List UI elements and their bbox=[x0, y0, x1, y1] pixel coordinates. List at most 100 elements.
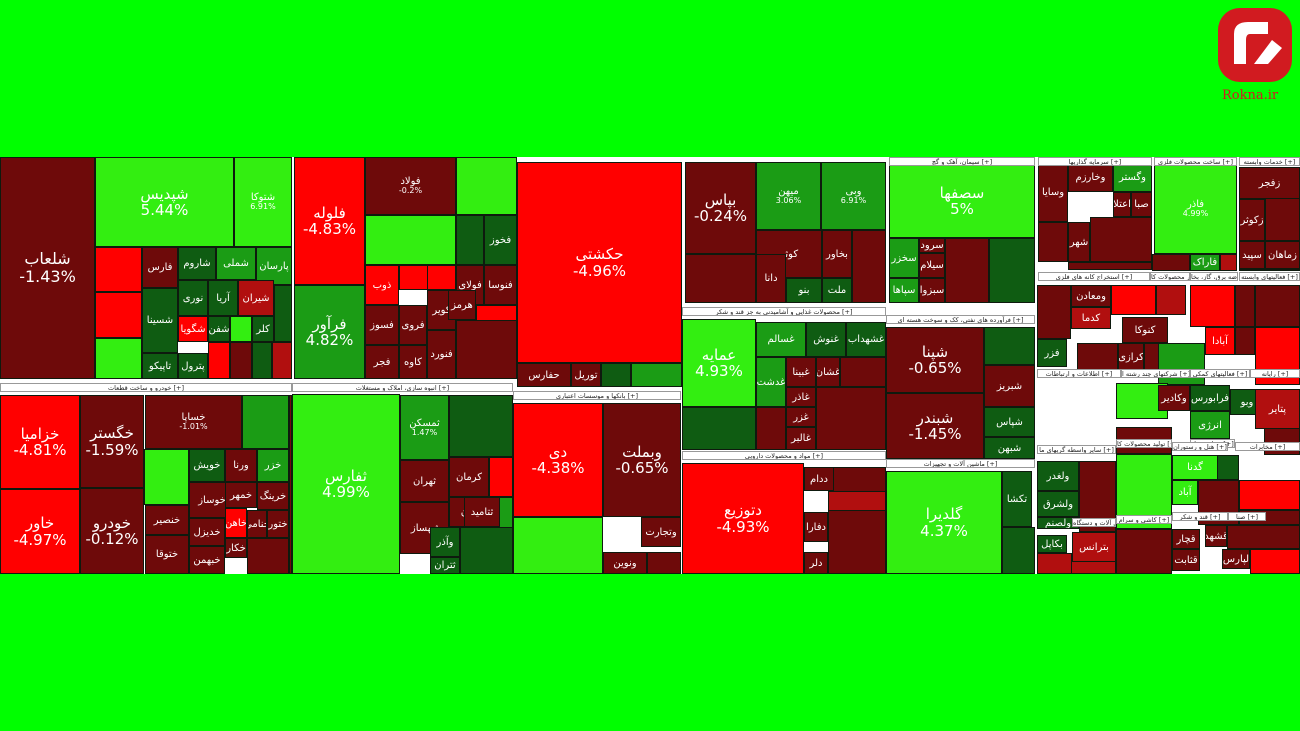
stock-tile[interactable]: ونوین bbox=[603, 552, 647, 574]
sector-header[interactable]: خودرو و ساخت قطعات [+] bbox=[0, 383, 292, 392]
stock-tile[interactable]: ثهران bbox=[400, 460, 449, 502]
stock-tile[interactable]: شفن bbox=[208, 316, 230, 342]
minor-stock-tile[interactable] bbox=[852, 230, 886, 303]
stock-tile[interactable]: فاذر 4.99% bbox=[1154, 164, 1237, 254]
minor-stock-tile[interactable] bbox=[460, 527, 513, 574]
stock-tile[interactable]: غالبر bbox=[786, 427, 816, 450]
stock-tile[interactable]: کنوکا bbox=[1122, 317, 1168, 343]
stock-tile[interactable]: فخوز bbox=[484, 215, 517, 265]
sector-header[interactable]: رایانه [+] bbox=[1250, 369, 1300, 378]
stock-tile[interactable]: پارسان bbox=[256, 247, 292, 285]
stock-tile[interactable]: قشهد bbox=[1205, 525, 1227, 547]
sector-header[interactable]: فعالیتهای کمکی [+] bbox=[1190, 369, 1250, 378]
stock-tile[interactable]: صبا bbox=[1131, 192, 1152, 217]
stock-tile[interactable]: سبزوا bbox=[919, 278, 945, 303]
stock-tile[interactable]: ثمسکن 1.47% bbox=[400, 395, 449, 460]
stock-tile[interactable]: بکاپل bbox=[1037, 535, 1067, 553]
stock-tile[interactable]: خنصیر bbox=[145, 505, 189, 535]
stock-tile[interactable]: زماهان bbox=[1265, 241, 1300, 269]
stock-tile[interactable]: غزر bbox=[786, 407, 816, 427]
minor-stock-tile[interactable] bbox=[1037, 553, 1072, 574]
stock-tile[interactable]: حفارس bbox=[517, 363, 571, 387]
sector-header[interactable]: ماشین آلات و تجهیزات [+] bbox=[886, 459, 1035, 468]
stock-tile[interactable]: لپارس bbox=[1222, 549, 1250, 569]
minor-stock-tile[interactable] bbox=[1239, 480, 1300, 510]
stock-tile[interactable]: گدنا bbox=[1172, 455, 1218, 480]
minor-stock-tile[interactable] bbox=[1038, 222, 1068, 262]
stock-tile[interactable]: شسینا bbox=[142, 288, 178, 353]
stock-tile[interactable]: تاپیکو bbox=[142, 353, 178, 379]
minor-stock-tile[interactable] bbox=[1220, 254, 1237, 271]
stock-tile[interactable]: زکوثر bbox=[1239, 199, 1265, 241]
sector-header[interactable]: سایر محصولات کا [+] bbox=[1150, 272, 1190, 281]
minor-stock-tile[interactable] bbox=[456, 320, 517, 379]
stock-tile[interactable]: خویش bbox=[189, 449, 225, 482]
stock-tile[interactable]: فولاد -0.2% bbox=[365, 157, 456, 215]
stock-tile[interactable]: غبینا bbox=[786, 357, 816, 387]
stock-tile[interactable]: تکشا bbox=[1002, 471, 1032, 527]
stock-tile[interactable]: سخزر bbox=[889, 238, 919, 278]
stock-tile[interactable]: خاهن bbox=[225, 508, 247, 538]
stock-tile[interactable]: فسوز bbox=[365, 305, 399, 345]
stock-tile[interactable]: بنو bbox=[786, 278, 822, 303]
minor-stock-tile[interactable] bbox=[95, 247, 142, 292]
rokna-logo[interactable]: Rokna.ir bbox=[1212, 4, 1298, 104]
stock-tile[interactable]: غسالم bbox=[756, 322, 806, 357]
minor-stock-tile[interactable] bbox=[1239, 269, 1300, 271]
stock-tile[interactable]: آباد bbox=[1172, 480, 1198, 505]
stock-tile[interactable]: فارس bbox=[142, 247, 178, 288]
stock-tile[interactable]: ددام bbox=[804, 467, 834, 491]
stock-tile[interactable]: شپاس bbox=[984, 407, 1035, 437]
stock-tile[interactable]: شهر bbox=[1068, 222, 1090, 262]
minor-stock-tile[interactable] bbox=[1068, 262, 1152, 270]
stock-tile[interactable]: وآذر bbox=[430, 527, 460, 557]
sector-header[interactable]: قند و شکر [+] bbox=[1172, 512, 1228, 521]
stock-tile[interactable]: شلعاب -1.43% bbox=[0, 157, 95, 379]
stock-tile[interactable]: فرآور 4.82% bbox=[294, 285, 365, 379]
minor-stock-tile[interactable] bbox=[427, 265, 456, 290]
sector-header[interactable]: مخابرات [+] bbox=[1235, 442, 1300, 451]
stock-tile[interactable]: فنورد bbox=[427, 330, 456, 379]
minor-stock-tile[interactable] bbox=[1111, 285, 1156, 315]
stock-tile[interactable]: فاراک bbox=[1190, 254, 1220, 271]
stock-tile[interactable]: دی -4.38% bbox=[513, 403, 603, 517]
minor-stock-tile[interactable] bbox=[601, 363, 631, 387]
sector-header[interactable]: ساخت محصولات فلزی [+] bbox=[1154, 157, 1237, 166]
stock-tile[interactable]: شبهن bbox=[984, 437, 1035, 459]
stock-tile[interactable]: اعتلا bbox=[1113, 192, 1131, 217]
stock-tile[interactable]: حکشتی -4.96% bbox=[517, 162, 682, 363]
minor-stock-tile[interactable] bbox=[1255, 285, 1300, 327]
stock-tile[interactable]: ثفارس 4.99% bbox=[292, 394, 400, 574]
minor-stock-tile[interactable] bbox=[989, 238, 1035, 303]
minor-stock-tile[interactable] bbox=[1190, 285, 1235, 327]
stock-tile[interactable]: خکار bbox=[225, 538, 247, 558]
minor-stock-tile[interactable] bbox=[1116, 529, 1172, 574]
stock-tile[interactable]: خودرو -0.12% bbox=[80, 488, 144, 574]
stock-tile[interactable]: میهن 3.06% bbox=[756, 162, 821, 230]
stock-tile[interactable]: وگستر bbox=[1113, 162, 1152, 192]
stock-tile[interactable]: بخاور bbox=[822, 230, 852, 278]
minor-stock-tile[interactable] bbox=[456, 215, 484, 265]
stock-tile[interactable]: عمایه 4.93% bbox=[682, 319, 756, 407]
stock-tile[interactable]: خنامی bbox=[247, 510, 267, 538]
stock-tile[interactable]: نوری bbox=[178, 280, 208, 316]
sector-header[interactable]: صنا [+] bbox=[1228, 512, 1266, 521]
stock-tile[interactable]: خبهمن bbox=[189, 546, 225, 574]
minor-stock-tile[interactable] bbox=[945, 238, 989, 303]
minor-stock-tile[interactable] bbox=[230, 342, 252, 379]
stock-tile[interactable]: کدما bbox=[1071, 307, 1111, 329]
minor-stock-tile[interactable] bbox=[1158, 343, 1205, 385]
stock-tile[interactable]: کاوه bbox=[399, 345, 427, 379]
stock-tile[interactable]: ثتران bbox=[430, 557, 460, 574]
stock-tile[interactable]: شتوکا 6.91% bbox=[234, 157, 292, 247]
stock-tile[interactable]: فجر bbox=[365, 345, 399, 379]
minor-stock-tile[interactable] bbox=[682, 407, 756, 450]
stock-tile[interactable]: ثتامید bbox=[464, 497, 500, 527]
stock-tile[interactable]: شپدیس 5.44% bbox=[95, 157, 234, 247]
stock-tile[interactable]: بپاس -0.24% bbox=[685, 162, 756, 254]
stock-tile[interactable]: خمهر bbox=[225, 482, 257, 508]
stock-tile[interactable]: آریا bbox=[208, 280, 238, 316]
sector-header[interactable]: کاشی و سرام [+] bbox=[1116, 515, 1172, 524]
minor-stock-tile[interactable] bbox=[489, 457, 513, 497]
stock-tile[interactable]: قچار bbox=[1172, 529, 1200, 549]
